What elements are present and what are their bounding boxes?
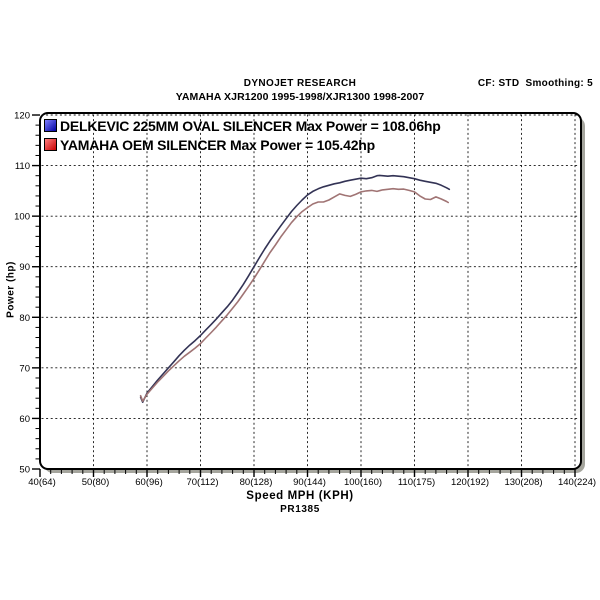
correction-smoothing-settings: CF: STD Smoothing: 5 <box>477 78 593 89</box>
x-tick-label: 140(224) <box>558 477 596 488</box>
legend-swatch-red <box>44 138 57 151</box>
x-tick-label: 110(175) <box>398 477 435 488</box>
x-tick-label: 40(64) <box>28 477 55 488</box>
y-tick-label: 80 <box>19 313 30 324</box>
x-tick-label: 120(192) <box>451 477 489 488</box>
dyno-run-code: PR1385 <box>280 504 320 515</box>
y-tick-label: 70 <box>19 363 30 374</box>
x-tick-label: 90(144) <box>293 477 326 488</box>
x-tick-label: 70(112) <box>186 477 218 488</box>
y-tick-label: 50 <box>19 465 30 476</box>
x-tick-label: 60(96) <box>135 477 162 488</box>
y-tick-label: 120 <box>14 111 30 122</box>
legend-item-delkevic: DELKEVIC 225MM OVAL SILENCER Max Power =… <box>44 116 441 135</box>
y-tick-label: 100 <box>14 212 30 223</box>
legend: DELKEVIC 225MM OVAL SILENCER Max Power =… <box>44 116 441 154</box>
chart-subtitle: YAMAHA XJR1200 1995-1998/XJR1300 1998-20… <box>175 91 425 103</box>
power-curve-yamaha-oem <box>139 187 450 403</box>
x-tick-label: 130(208) <box>504 477 542 488</box>
legend-label-yamaha-oem: YAMAHA OEM SILENCER Max Power = 105.42hp <box>60 136 375 153</box>
x-tick-label: 100(160) <box>344 477 382 488</box>
x-tick-label: 80(128) <box>240 477 273 488</box>
y-tick-label: 60 <box>19 414 30 425</box>
legend-swatch-blue <box>44 119 57 132</box>
legend-label-delkevic: DELKEVIC 225MM OVAL SILENCER Max Power =… <box>60 117 441 134</box>
y-tick-label: 110 <box>15 161 30 172</box>
power-curve-delkevic <box>139 174 451 404</box>
legend-item-yamaha-oem: YAMAHA OEM SILENCER Max Power = 105.42hp <box>44 135 441 154</box>
plot-frame <box>39 112 582 470</box>
chart-title: DYNOJET RESEARCH <box>243 78 357 89</box>
x-axis-title: Speed MPH (KPH) <box>246 490 354 502</box>
y-axis-title: Power (hp) <box>5 261 17 318</box>
x-tick-label: 50(80) <box>82 477 109 488</box>
y-tick-label: 90 <box>19 262 30 273</box>
